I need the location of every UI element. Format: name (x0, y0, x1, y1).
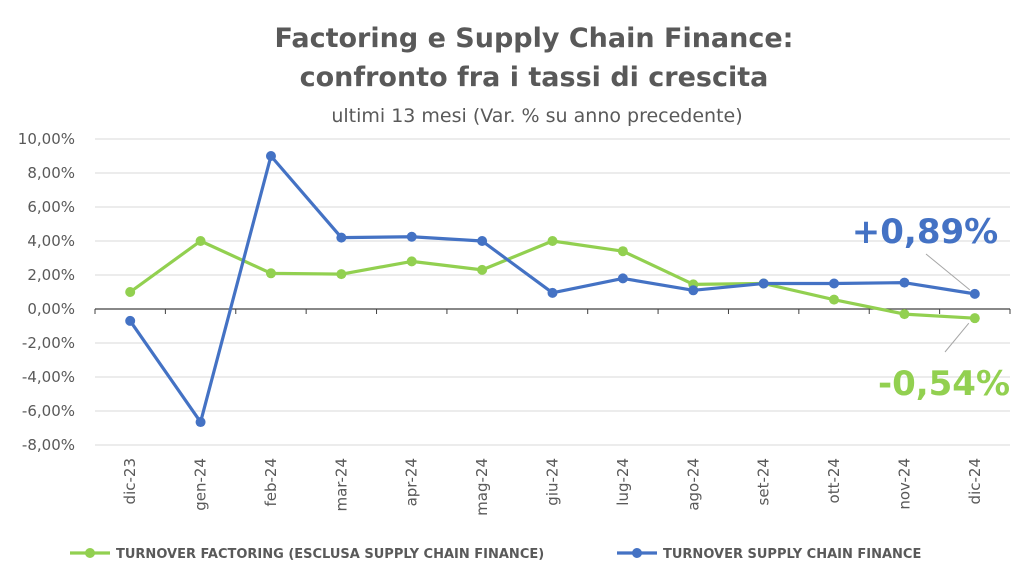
data-point (406, 231, 417, 242)
data-point (969, 313, 980, 324)
data-point (477, 236, 488, 246)
data-point (125, 287, 136, 297)
data-point (969, 288, 980, 299)
data-point (195, 417, 206, 428)
data-point (125, 315, 136, 326)
x-tick-label: apr-24 (403, 458, 421, 506)
chart-subtitle: ultimi 13 mesi (Var. % su anno precedent… (331, 105, 742, 127)
y-axis-ticks: 10,00% 8,00% 6,00% 4,00% 2,00% 0,00% -2,00% -4,… (18, 130, 75, 454)
data-point (547, 287, 558, 298)
y-tick-label: 6,00% (27, 198, 75, 216)
gridlines (94, 138, 1011, 446)
series-line-1 (129, 239, 975, 320)
annotations: +0,89% -0,54% (852, 212, 1010, 404)
annotation-leader (925, 253, 971, 291)
data-point (829, 278, 840, 289)
y-tick-label: -6,00% (22, 402, 75, 420)
x-tick-label: lug-24 (614, 458, 632, 506)
x-tick-label: ott-24 (825, 458, 843, 503)
legend-label: TURNOVER SUPPLY CHAIN FINANCE (663, 547, 921, 562)
x-tick-label: ago-24 (684, 458, 702, 511)
data-point (899, 309, 910, 320)
y-tick-label: 4,00% (27, 232, 75, 250)
y-tick-label: 0,00% (27, 300, 75, 318)
legend-swatch-marker (85, 548, 95, 558)
x-tick-label: dic-23 (121, 458, 139, 504)
annotation-label: +0,89% (852, 212, 998, 252)
y-tick-label: -8,00% (22, 436, 75, 454)
x-tick-label: nov-24 (895, 458, 913, 510)
x-axis-ticks: dic-23 gen-24 feb-24 mar-24 apr-24 mag-24 giu-… (121, 458, 984, 516)
data-point (336, 232, 347, 243)
data-point (899, 277, 910, 288)
y-tick-label: -4,00% (22, 368, 75, 386)
data-point (758, 278, 769, 289)
x-tick-label: set-24 (755, 458, 773, 505)
chart-title-line-1: Factoring e Supply Chain Finance: (275, 23, 794, 54)
x-tick-label: gen-24 (192, 458, 210, 511)
legend: TURNOVER FACTORING (ESCLUSA SUPPLY CHAIN… (70, 547, 921, 562)
series-group (125, 151, 980, 428)
data-point (265, 268, 276, 279)
data-point (336, 269, 347, 280)
annotation-label: -0,54% (878, 364, 1010, 404)
legend-swatch-marker (632, 548, 642, 558)
data-point (617, 246, 628, 257)
x-tick-label: mag-24 (473, 458, 491, 516)
legend-label: TURNOVER FACTORING (ESCLUSA SUPPLY CHAIN… (116, 547, 544, 562)
data-point (688, 285, 699, 296)
data-point (477, 264, 488, 275)
x-tick-label: feb-24 (262, 458, 280, 507)
data-point (406, 256, 417, 267)
y-tick-label: 8,00% (27, 164, 75, 182)
annotation-leader (944, 322, 970, 353)
chart-title-line-2: confronto fra i tassi di crescita (300, 62, 769, 93)
x-tick-label: mar-24 (332, 458, 350, 512)
y-tick-label: -2,00% (22, 334, 75, 352)
y-tick-label: 10,00% (18, 130, 75, 148)
data-point (829, 294, 840, 305)
data-point (547, 236, 558, 246)
data-point (195, 236, 206, 246)
data-point (617, 273, 628, 284)
data-point (265, 151, 276, 161)
y-tick-label: 2,00% (27, 266, 75, 284)
x-tick-label: giu-24 (544, 458, 562, 506)
x-tick-label: dic-24 (966, 458, 984, 504)
